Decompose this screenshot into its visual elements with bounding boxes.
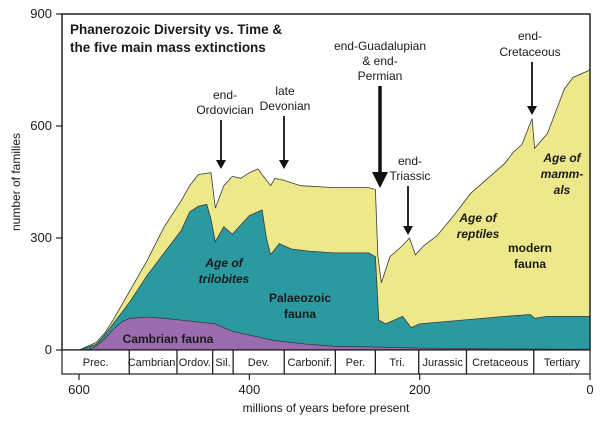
extinction-label-permian-2: & end- [362,54,397,68]
region-label-age-of-mammals-1: Age of [542,151,581,165]
x-tick-label-400: 400 [239,382,261,397]
extinction-arrowhead-ordovician [216,160,226,169]
period-label-jurassic: Jurassic [423,357,464,369]
period-cell-jurassic [418,349,468,375]
extinction-label-devonian-1: late [275,84,295,98]
region-labels: Cambrian fauna Age of trilobites Palaeoz… [123,151,584,346]
period-cell-tertiary [533,349,591,375]
extinction-label-triassic-1: end- [398,154,422,168]
extinction-label-ordovician-2: Ordovician [196,103,253,117]
period-cell-cretaceous [465,349,535,375]
region-label-modern-fauna-1: modern [508,241,552,255]
area-layers [78,69,591,351]
region-label-age-of-trilobites-2: trilobites [199,272,250,286]
chart-title-line-2: the five main mass extinctions [70,40,266,55]
region-label-palaeozoic-2: fauna [284,307,316,321]
extinction-label-cretaceous-1: end- [518,29,542,43]
chart-title-line-1: Phanerozoic Diversity vs. Time & [70,22,282,37]
extinction-annotations: end- Ordovician late Devonian end-Guadal… [196,29,561,235]
extinction-arrowhead-devonian [279,160,289,169]
region-label-age-of-mammals-3: als [554,183,571,197]
period-label-dev: Dev. [248,357,270,369]
area-palaeozoic [78,203,591,351]
y-tick-label-300: 300 [30,230,52,245]
period-label-carbonif: Carbonif. [287,357,332,369]
y-tick-label-0: 0 [45,342,52,357]
period-cell-tri [374,349,420,375]
period-label-prec: Prec. [83,357,109,369]
extinction-label-triassic-2: Triassic [390,169,431,183]
period-label-cretaceous: Cretaceous [472,357,529,369]
region-label-cambrian-fauna: Cambrian fauna [123,332,214,346]
x-axis: 600 400 200 0 [68,374,594,397]
period-label-cambrian: Cambrian. [128,357,179,369]
period-cell-prec [61,349,130,375]
y-axis-label: number of families [9,133,23,231]
geologic-period-bar: Prec. Cambrian. Ordov. Sil. Dev. Carbonif. Per… [61,349,591,375]
x-axis-label: millions of years before present [243,401,410,415]
y-axis: 0 300 600 900 [30,6,62,357]
period-label-ordov: Ordov. [179,357,211,369]
period-cell-ordov [176,349,214,375]
extinction-arrowhead-cretaceous [527,106,537,115]
y-tick-label-600: 600 [30,118,52,133]
period-label-sil: Sil. [215,357,230,369]
region-label-age-of-mammals-2: mamm- [541,167,584,181]
extinction-label-devonian-2: Devonian [260,99,311,113]
x-tick-label-200: 200 [409,382,431,397]
extinction-label-permian-1: end-Guadalupian [334,39,426,53]
x-tick-label-0: 0 [586,382,593,397]
x-tick-label-600: 600 [68,382,90,397]
region-label-palaeozoic-1: Palaeozoic [269,291,331,305]
region-label-modern-fauna-2: fauna [514,257,546,271]
region-label-age-of-reptiles-1: Age of [458,211,497,225]
region-label-age-of-reptiles-2: reptiles [457,227,500,241]
extinction-label-permian-3: Permian [358,69,403,83]
period-label-tri: Tri. [389,357,404,369]
period-label-tertiary: Tertiary [544,357,581,369]
extinction-label-ordovician-1: end- [213,88,237,102]
region-label-age-of-trilobites-1: Age of [204,256,243,270]
area-cambrian [79,316,591,351]
extinction-arrowhead-triassic [403,226,413,235]
extinction-arrowhead-permian [372,172,388,188]
extinction-label-cretaceous-2: Cretaceous [499,45,560,59]
period-label-per: Per. [346,357,366,369]
period-cell-dev [232,349,285,375]
y-tick-label-900: 900 [30,6,52,21]
